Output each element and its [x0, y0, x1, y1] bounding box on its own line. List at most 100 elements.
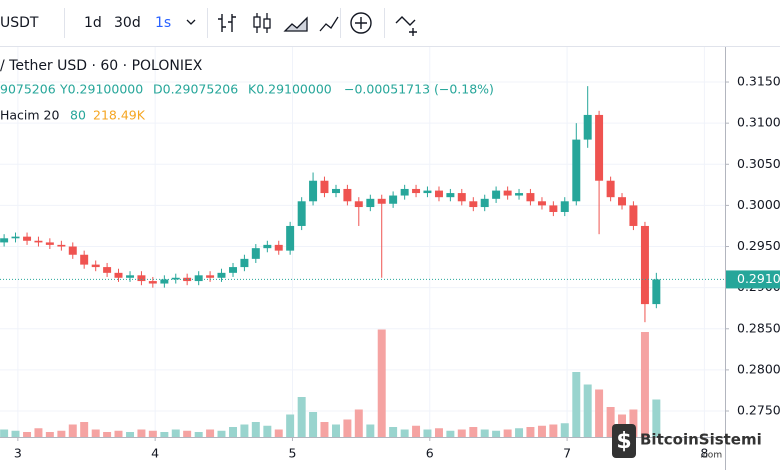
- volume-bar: [595, 389, 604, 437]
- legend-title: / Tether USD · 60 · POLONIEX: [0, 58, 203, 74]
- watermark: $ BitcoinSistemi .com: [612, 424, 762, 461]
- watermark-suffix: .com: [700, 451, 722, 461]
- candle-body: [137, 275, 146, 282]
- volume-legend-name: Hacim 20: [0, 108, 60, 123]
- volume-bar: [629, 409, 638, 437]
- candle-body: [332, 188, 340, 194]
- interval[interactable]: 30d: [114, 15, 141, 31]
- interval-active[interactable]: 1s: [155, 15, 171, 31]
- candle-body: [640, 225, 649, 305]
- candle-body: [126, 275, 135, 278]
- candle-body: [0, 238, 9, 243]
- volume-bar: [0, 429, 9, 437]
- candle-body: [549, 205, 558, 212]
- volume-bar: [457, 429, 466, 437]
- candle-body: [366, 198, 375, 208]
- volume-bar: [366, 424, 375, 437]
- volume-bar: [217, 430, 226, 437]
- volume-bar: [446, 430, 455, 437]
- x-tick-label: 7: [563, 446, 571, 461]
- legend-ohlc: 9075206: [0, 82, 56, 97]
- volume-bar: [297, 397, 306, 437]
- x-tick-label: 6: [426, 446, 434, 461]
- y-tick-label: 0.3100: [737, 115, 780, 130]
- y-tick-label: 0.2800: [737, 361, 780, 376]
- candle-body: [354, 201, 363, 208]
- volume-bar: [560, 423, 569, 437]
- candle-body: [469, 201, 478, 208]
- bars-icon[interactable]: [218, 14, 236, 32]
- candle-body: [57, 244, 66, 247]
- symbol[interactable]: USDT: [0, 15, 39, 31]
- dropdown-icon[interactable]: [186, 19, 196, 25]
- compare-icon[interactable]: [319, 16, 339, 32]
- volume-bar: [11, 430, 20, 437]
- candle-body: [629, 205, 638, 226]
- volume-bar: [160, 432, 169, 437]
- volume-bar: [583, 384, 592, 437]
- volume-legend-value: 218.49K: [93, 108, 146, 123]
- candle-body: [80, 254, 89, 265]
- candle-body: [206, 275, 215, 278]
- volume-bar: [354, 409, 363, 437]
- volume-bar: [412, 425, 421, 437]
- volume-bar: [423, 429, 432, 437]
- candle-body: [23, 236, 32, 241]
- volume-legend-value: 80: [70, 108, 86, 123]
- y-tick-label: 0.2950: [737, 238, 780, 253]
- candle-body: [320, 180, 329, 194]
- volume-bar: [240, 424, 249, 437]
- volume-bar: [537, 425, 546, 437]
- y-tick-label: 0.3000: [737, 197, 780, 212]
- volume-bar: [343, 419, 352, 437]
- candle-body: [286, 225, 295, 251]
- candle-body: [412, 188, 421, 194]
- volume-bar: [263, 425, 272, 437]
- volume-bar: [251, 422, 260, 437]
- candle-body: [114, 272, 123, 278]
- candle-body: [309, 180, 318, 202]
- volume-bar: [103, 432, 112, 437]
- x-tick-label: 5: [288, 446, 296, 461]
- volume-bar: [332, 424, 340, 437]
- candle-body: [618, 197, 627, 206]
- candle-body: [103, 267, 112, 273]
- add-indicator-icon[interactable]: [350, 12, 372, 34]
- candle-body: [91, 264, 100, 268]
- interval[interactable]: 1d: [84, 15, 102, 31]
- volume-bar: [652, 399, 661, 437]
- area-icon[interactable]: [283, 16, 308, 32]
- candle-body: [263, 244, 272, 249]
- candle-body: [68, 246, 77, 255]
- candle-body: [251, 248, 260, 259]
- candle-body: [194, 275, 203, 282]
- volume-bar: [114, 430, 123, 437]
- candle-body: [11, 236, 20, 239]
- legend: / Tether USD · 60 · POLONIEX 9075206 Y0.…: [0, 58, 494, 123]
- volume-bar: [549, 424, 558, 437]
- volume-bar: [503, 429, 512, 437]
- candle-body: [229, 267, 238, 273]
- candle-body: [526, 193, 535, 202]
- candle-body: [400, 188, 409, 196]
- add-indicator-icon: [355, 17, 367, 29]
- legend-ohlc: K0.29100000: [248, 82, 332, 97]
- alert-icon[interactable]: [395, 16, 417, 36]
- volume-bar: [194, 432, 203, 437]
- candle-body: [343, 188, 352, 202]
- volume-bar: [526, 427, 535, 437]
- candle-body: [503, 190, 512, 196]
- volume-bar: [515, 428, 524, 437]
- last-price-label: 0.2910: [737, 271, 780, 286]
- x-tick-label: 4: [151, 446, 159, 461]
- volume-bar: [148, 430, 157, 437]
- candle-body: [423, 190, 432, 194]
- candle-body: [583, 114, 592, 140]
- candle-body: [492, 190, 501, 199]
- y-tick-label: 0.3150: [737, 74, 780, 89]
- volume-bar: [274, 429, 283, 437]
- candle-body: [217, 272, 226, 278]
- volume-bar: [640, 332, 649, 437]
